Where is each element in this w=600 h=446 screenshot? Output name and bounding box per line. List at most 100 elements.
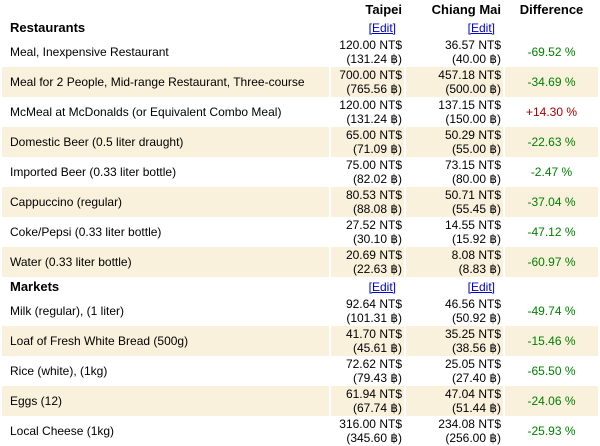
difference-cell: -25.93 %: [505, 416, 598, 446]
item-name: Coke/Pepsi (0.33 liter bottle): [10, 225, 162, 239]
price-taipei-primary: 120.00 NT$: [339, 98, 402, 112]
table-row: Water (0.33 liter bottle) 20.69 NT$ (22.63…: [2, 247, 598, 277]
price-taipei: 316.00 NT$ (345.60 ฿): [331, 416, 404, 446]
item-name: Eggs (12): [2, 386, 329, 416]
price-taipei-secondary: (79.43 ฿): [353, 371, 402, 385]
price-chiang-mai-secondary: (256.00 ฿): [445, 431, 501, 445]
price-taipei-primary: 20.69 NT$: [345, 248, 402, 262]
difference-cell: -65.50 %: [505, 356, 598, 386]
section-header-restaurants: Restaurants: [10, 20, 86, 35]
price-chiang-mai-secondary: (38.56 ฿): [452, 341, 501, 355]
item-name: Milk (regular), (1 liter): [10, 304, 125, 318]
price-taipei-secondary: (88.08 ฿): [353, 202, 402, 216]
column-header-difference: Difference: [519, 2, 584, 17]
table-row: Cappuccino (regular) 80.53 NT$ (88.08 ฿) 50…: [2, 187, 598, 217]
item-name: McMeal at McDonalds (or Equivalent Combo…: [10, 105, 282, 119]
item-name: Meal for 2 People, Mid-range Restaurant,…: [2, 67, 329, 97]
section-difference-spacer: [505, 18, 598, 37]
price-taipei-secondary: (45.61 ฿): [353, 341, 402, 355]
price-taipei-primary: 41.70 NT$: [345, 327, 402, 341]
difference-cell: -47.12 %: [505, 217, 598, 247]
item-name: Imported Beer (0.33 liter bottle): [10, 165, 177, 179]
table-row: Imported Beer (0.33 liter bottle) 75.00 N…: [2, 157, 598, 187]
price-chiang-mai: 73.15 NT$ (80.00 ฿): [406, 157, 503, 187]
edit-link-chiang-mai[interactable]: [Edit]: [467, 20, 495, 35]
edit-cell-taipei: [Edit]: [331, 277, 404, 296]
price-chiang-mai: 137.15 NT$ (150.00 ฿): [406, 97, 503, 127]
price-chiang-mai: 25.05 NT$ (27.40 ฿): [406, 356, 503, 386]
price-chiang-mai-secondary: (55.45 ฿): [452, 202, 501, 216]
table-row: Coke/Pepsi (0.33 liter bottle) 27.52 NT$(…: [2, 217, 598, 247]
difference-value: -47.12 %: [527, 225, 576, 239]
price-taipei: 41.70 NT$ (45.61 ฿): [331, 326, 404, 356]
table-row: Local Cheese (1kg) 316.00 NT$ (345.60 ฿) 23…: [2, 416, 598, 446]
difference-cell: -22.63 %: [505, 127, 598, 157]
price-chiang-mai-secondary: (40.00 ฿): [452, 52, 501, 66]
edit-cell-chiang-mai: [Edit]: [406, 18, 503, 37]
section-row-markets: Markets [Edit] [Edit]: [2, 277, 598, 296]
column-header-chiang-mai: Chiang Mai: [431, 2, 501, 17]
price-chiang-mai: 457.18 NT$ (500.00 ฿): [406, 67, 503, 97]
section-header-markets: Markets: [10, 279, 60, 294]
price-chiang-mai-secondary: (8.83 ฿): [458, 262, 501, 276]
price-chiang-mai-primary: 50.71 NT$: [444, 188, 501, 202]
price-chiang-mai: 14.55 NT$ (15.92 ฿): [406, 217, 503, 247]
difference-value: -34.69 %: [527, 75, 576, 89]
price-chiang-mai-primary: 35.25 NT$: [444, 327, 501, 341]
edit-cell-taipei: [Edit]: [331, 18, 404, 37]
price-taipei-primary: 700.00 NT$: [339, 68, 402, 82]
price-taipei-secondary: (30.10 ฿): [353, 232, 402, 246]
price-taipei: 700.00 NT$ (765.56 ฿): [331, 67, 404, 97]
section-difference-spacer: [505, 277, 598, 296]
price-chiang-mai: 8.08 NT$ (8.83 ฿): [406, 247, 503, 277]
difference-value: -69.52 %: [527, 45, 576, 59]
edit-link-taipei[interactable]: [Edit]: [368, 279, 396, 294]
table-row: McMeal at McDonalds (or Equivalent Combo…: [2, 97, 598, 127]
table-row: Meal for 2 People, Mid-range Restaurant,…: [2, 67, 598, 97]
edit-link-chiang-mai[interactable]: [Edit]: [467, 279, 495, 294]
item-name: Cappuccino (regular): [2, 187, 329, 217]
price-taipei-secondary: (71.09 ฿): [353, 142, 402, 156]
difference-value: -25.93 %: [527, 424, 576, 438]
price-chiang-mai-primary: 73.15 NT$: [444, 158, 501, 172]
difference-value: -60.97 %: [527, 255, 576, 269]
price-taipei-secondary: (345.60 ฿): [346, 431, 402, 445]
price-chiang-mai: 234.08 NT$ (256.00 ฿): [406, 416, 503, 446]
table-row: Rice (white), (1kg) 72.62 NT$ (79.43 ฿) 25.…: [2, 356, 598, 386]
price-taipei: 65.00 NT$ (71.09 ฿): [331, 127, 404, 157]
difference-cell: -24.06 %: [505, 386, 598, 416]
price-taipei-secondary: (82.02 ฿): [353, 172, 402, 186]
price-taipei: 61.94 NT$ (67.74 ฿): [331, 386, 404, 416]
item-name: Water (0.33 liter bottle): [2, 247, 329, 277]
difference-value: -65.50 %: [527, 364, 576, 378]
difference-value: -22.63 %: [527, 135, 576, 149]
table-row: Meal, Inexpensive Restaurant 120.00 NT$ (1…: [2, 37, 598, 67]
price-chiang-mai-secondary: (500.00 ฿): [445, 82, 501, 96]
price-taipei-secondary: (101.31 ฿): [346, 311, 402, 325]
price-chiang-mai-secondary: (150.00 ฿): [445, 112, 501, 126]
price-taipei-primary: 72.62 NT$: [345, 357, 402, 371]
price-taipei-secondary: (131.24 ฿): [346, 52, 402, 66]
price-chiang-mai: 46.56 NT$ (50.92 ฿): [406, 296, 503, 326]
price-taipei-primary: 80.53 NT$: [345, 188, 402, 202]
difference-value: -49.74 %: [527, 304, 576, 318]
price-chiang-mai-secondary: (80.00 ฿): [452, 172, 501, 186]
edit-link-taipei[interactable]: [Edit]: [368, 20, 396, 35]
price-taipei-secondary: (131.24 ฿): [346, 112, 402, 126]
difference-value: -24.06 %: [527, 394, 576, 408]
price-chiang-mai-secondary: (27.40 ฿): [452, 371, 501, 385]
item-name: Rice (white), (1kg): [10, 364, 108, 378]
difference-cell: -37.04 %: [505, 187, 598, 217]
price-taipei: 20.69 NT$ (22.63 ฿): [331, 247, 404, 277]
difference-value: -15.46 %: [527, 334, 576, 348]
price-chiang-mai-secondary: (51.44 ฿): [452, 401, 501, 415]
difference-cell: -15.46 %: [505, 326, 598, 356]
table-row: Eggs (12) 61.94 NT$ (67.74 ฿) 47.04 NT$ (51.…: [2, 386, 598, 416]
price-chiang-mai-primary: 8.08 NT$: [451, 248, 501, 262]
difference-cell: +14.30 %: [505, 97, 598, 127]
section-row-restaurants: Restaurants [Edit] [Edit]: [2, 18, 598, 37]
item-name: Loaf of Fresh White Bread (500g): [2, 326, 329, 356]
price-chiang-mai: 50.29 NT$ (55.00 ฿): [406, 127, 503, 157]
price-taipei: 120.00 NT$ (131.24 ฿): [331, 37, 404, 67]
